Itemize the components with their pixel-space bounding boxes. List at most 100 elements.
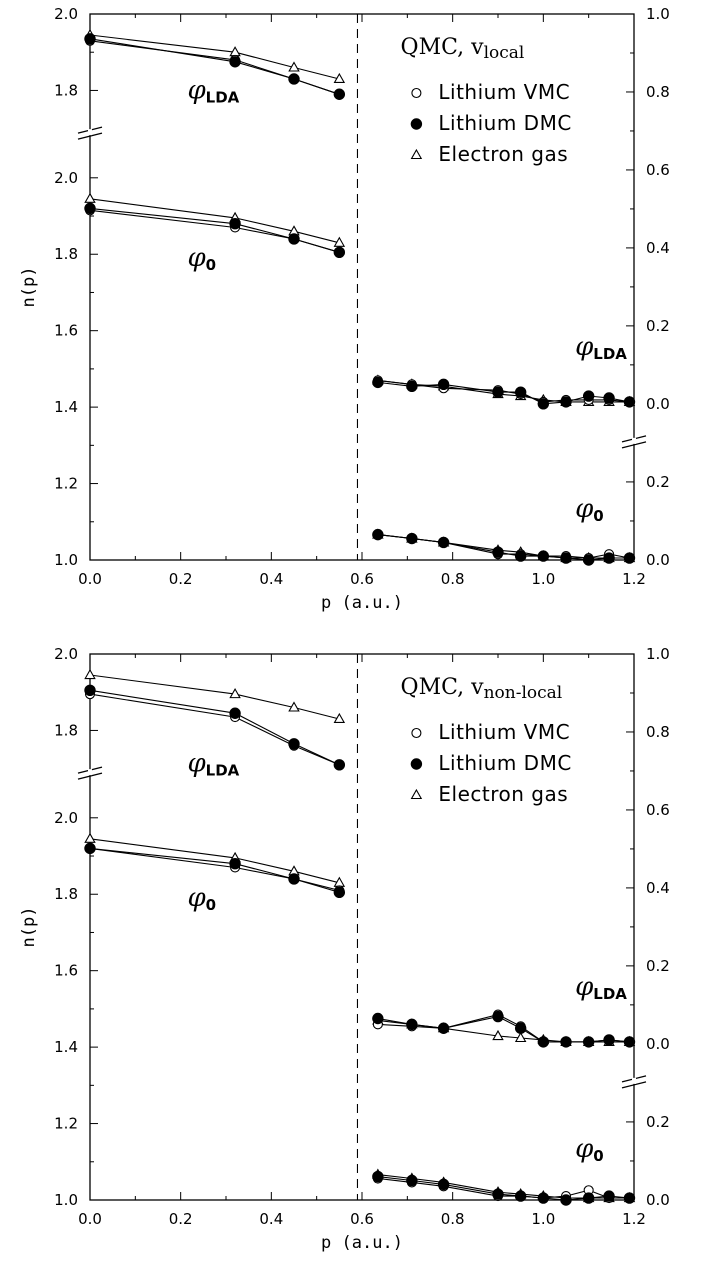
y-tick-label-right: 0.0 — [646, 551, 670, 569]
y-tick-label-right: 1.0 — [646, 5, 670, 23]
y-tick-label-right: 0.8 — [646, 83, 670, 101]
y-tick-label-left: 2.0 — [54, 169, 78, 187]
legend-entry: Lithium VMC — [438, 720, 570, 744]
x-tick-label: 0.6 — [350, 1210, 374, 1228]
marker-dmc — [288, 73, 300, 85]
marker-egas — [514, 1031, 527, 1043]
marker-dmc — [372, 528, 384, 541]
annotation-phi-lda-upper: φLDA — [187, 75, 239, 106]
y-tick-label-left: 1.8 — [54, 885, 78, 903]
axis-break-right — [621, 441, 647, 449]
marker-egas — [84, 192, 96, 203]
marker-dmc — [514, 386, 527, 398]
marker-egas — [288, 61, 300, 72]
marker-dmc — [582, 390, 595, 402]
marker-dmc — [410, 758, 423, 770]
marker-dmc — [288, 738, 300, 750]
lda-bottom-line-dmc — [377, 381, 630, 405]
zero-bottom-line-dmc — [377, 534, 630, 561]
x-tick-label: 0.4 — [259, 1210, 283, 1228]
marker-dmc — [582, 554, 595, 566]
marker-dmc — [560, 1036, 572, 1048]
marker-egas — [333, 72, 346, 84]
y-tick-label-right: 0.0 — [646, 1035, 670, 1053]
lda-top-line-dmc — [89, 38, 340, 95]
annotation-phi-0-lower: φ0 — [575, 494, 604, 525]
marker-dmc — [514, 1190, 527, 1202]
lda-top-line-vmc — [89, 693, 340, 766]
x-tick-label: 0.8 — [441, 570, 465, 588]
y-tick-label-right: 0.0 — [646, 395, 670, 413]
axis-break-gap-right — [632, 437, 636, 444]
marker-dmc — [229, 217, 241, 230]
x-tick-label: 1.0 — [531, 1210, 555, 1228]
marker-dmc — [410, 118, 423, 130]
x-tick-label: 1.2 — [622, 1210, 646, 1228]
marker-dmc — [229, 56, 241, 68]
zero-top-line-vmc — [89, 209, 340, 253]
panel-vlocal: 0.0 0.2 0.4 0.6 0.8 1.0 1.2 1.0 1.2 1.4 1.6 1.8 2.0 1… — [19, 5, 670, 613]
lda-top-line-dmc — [89, 689, 340, 766]
marker-dmc — [406, 1018, 418, 1031]
y-axis-label: n(p) — [19, 907, 39, 948]
marker-egas — [84, 668, 96, 680]
marker-dmc — [582, 1192, 595, 1204]
marker-dmc — [560, 552, 572, 564]
marker-dmc — [84, 684, 96, 697]
axis-break-left — [77, 132, 103, 140]
y-tick-label-right: 0.2 — [646, 473, 670, 491]
marker-dmc — [492, 1010, 504, 1023]
legend-entry: Electron gas — [438, 782, 568, 806]
y-tick-label-left: 1.0 — [54, 551, 78, 569]
marker-egas — [229, 688, 241, 699]
marker-egas — [410, 148, 423, 160]
marker-egas — [410, 788, 423, 800]
marker-dmc — [492, 386, 504, 398]
panel-vnonlocal: 0.0 0.2 0.4 0.6 0.8 1.0 1.2 1.0 1.2 1.4 1.6 1.8 2.0 1… — [19, 645, 670, 1253]
marker-dmc — [514, 550, 527, 562]
marker-dmc — [623, 1192, 636, 1204]
y-tick-label-right: 0.8 — [646, 723, 670, 741]
marker-dmc — [288, 233, 300, 245]
lda-top-line-egas — [89, 674, 340, 720]
y-tick-label-left: 2.0 — [54, 5, 78, 23]
zero-top-line-dmc — [89, 847, 340, 893]
marker-dmc — [537, 398, 550, 410]
marker-dmc — [582, 1036, 595, 1048]
y-tick-label-left: 1.2 — [54, 1115, 78, 1133]
marker-dmc — [603, 552, 615, 564]
marker-dmc — [560, 1194, 572, 1206]
lda-top-line-vmc — [89, 40, 340, 95]
x-tick-label: 0.0 — [78, 570, 102, 588]
axis-break-gap-left — [88, 129, 92, 136]
annotation-phi-lda-lower: φLDA — [575, 972, 627, 1003]
y-tick-label-left: 2.0 — [54, 809, 78, 827]
marker-dmc — [437, 1178, 450, 1191]
marker-dmc — [333, 88, 346, 100]
x-tick-label: 0.4 — [259, 570, 283, 588]
marker-egas — [84, 832, 96, 843]
marker-dmc — [406, 1174, 418, 1187]
zero-top-line-dmc — [89, 207, 340, 253]
marker-dmc — [437, 378, 450, 391]
chart-title: QMC, vnon-local — [401, 675, 563, 703]
marker-dmc — [603, 1034, 615, 1046]
marker-dmc — [84, 33, 96, 45]
annotation-phi-0-upper: φ0 — [187, 883, 216, 914]
y-tick-label-right: 0.2 — [646, 1113, 670, 1131]
x-axis-label: p (a.u.) — [321, 593, 403, 613]
marker-dmc — [84, 202, 96, 215]
annotation-phi-lda-lower-sub: LDA — [593, 985, 627, 1003]
x-tick-label: 0.6 — [350, 570, 374, 588]
marker-egas — [333, 712, 346, 724]
marker-dmc — [560, 396, 572, 408]
marker-dmc — [406, 532, 418, 545]
y-tick-label-left: 1.6 — [54, 962, 78, 980]
marker-dmc — [603, 392, 615, 404]
zero-bottom-line-dmc — [377, 1176, 630, 1201]
marker-vmc — [411, 87, 422, 99]
y-tick-label-left: 1.8 — [54, 721, 78, 739]
marker-dmc — [537, 550, 550, 562]
axis-break-left — [77, 772, 103, 780]
marker-dmc — [437, 536, 450, 549]
